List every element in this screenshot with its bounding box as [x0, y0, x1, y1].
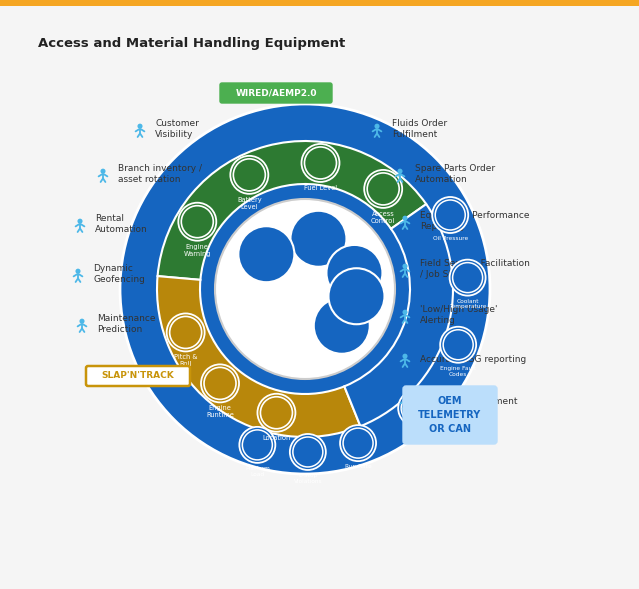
Circle shape	[328, 268, 385, 324]
Text: Customer
Visibility: Customer Visibility	[155, 119, 199, 139]
Circle shape	[240, 427, 275, 463]
Wedge shape	[344, 204, 453, 426]
Circle shape	[75, 269, 81, 274]
Text: WIRED/AEMP2.0: WIRED/AEMP2.0	[235, 88, 317, 98]
Text: SLAP'N'TRACK: SLAP'N'TRACK	[102, 372, 174, 380]
Text: Spare Parts Order
Automation: Spare Parts Order Automation	[415, 164, 495, 184]
Text: Location: Location	[262, 435, 291, 441]
Text: Engine
Runtime: Engine Runtime	[206, 405, 234, 418]
Text: Battery
Level: Battery Level	[237, 197, 261, 210]
Circle shape	[403, 396, 408, 401]
Circle shape	[450, 260, 486, 296]
Text: Dynamic
Geofencing: Dynamic Geofencing	[93, 264, 145, 284]
Text: Working
Mode: Working Mode	[404, 429, 428, 440]
Circle shape	[432, 197, 468, 233]
Text: Fuel Level: Fuel Level	[304, 185, 337, 191]
Text: Coolant
Temperature: Coolant Temperature	[449, 299, 486, 309]
Circle shape	[77, 219, 82, 224]
FancyBboxPatch shape	[86, 366, 190, 386]
Text: Access and Material Handling Equipment: Access and Material Handling Equipment	[38, 37, 345, 50]
Bar	[0, 0, 639, 6]
Text: Engine Fault
Codes: Engine Fault Codes	[440, 366, 476, 376]
Text: 'Low/High Usage'
Alerting: 'Low/High Usage' Alerting	[420, 305, 498, 325]
Circle shape	[314, 298, 370, 354]
Circle shape	[403, 353, 408, 359]
Text: Platform
Load: Platform Load	[245, 466, 270, 477]
Text: Run Rate: Run Rate	[344, 464, 371, 469]
Circle shape	[178, 203, 216, 241]
Circle shape	[120, 104, 490, 474]
Text: Engine
Warning: Engine Warning	[183, 244, 211, 257]
Circle shape	[258, 393, 295, 432]
Text: Equipment Performance
Reporting: Equipment Performance Reporting	[420, 211, 530, 231]
Circle shape	[137, 124, 142, 129]
Text: Accurate ESG reporting: Accurate ESG reporting	[420, 355, 527, 363]
Circle shape	[291, 211, 346, 267]
Text: Oil Pressure: Oil Pressure	[433, 236, 468, 241]
Circle shape	[201, 365, 239, 402]
Text: Fluids Order
Fulfilment: Fluids Order Fulfilment	[392, 119, 447, 139]
Circle shape	[327, 245, 383, 301]
Circle shape	[397, 168, 403, 174]
Circle shape	[230, 156, 268, 194]
Text: Branch inventory /
asset rotation: Branch inventory / asset rotation	[118, 164, 202, 184]
Text: Pitch &
Roll: Pitch & Roll	[174, 355, 197, 368]
FancyBboxPatch shape	[403, 386, 497, 444]
Wedge shape	[158, 141, 426, 280]
Circle shape	[403, 264, 408, 269]
Circle shape	[374, 124, 380, 129]
Text: Field Service Facilitation
/ Job Status: Field Service Facilitation / Job Status	[420, 259, 530, 279]
Circle shape	[290, 434, 326, 470]
Circle shape	[302, 144, 339, 182]
Circle shape	[403, 216, 408, 221]
Circle shape	[398, 390, 434, 426]
Text: Rental
Automation: Rental Automation	[95, 214, 148, 234]
Text: Access
Control: Access Control	[371, 211, 396, 224]
Circle shape	[364, 170, 402, 208]
Circle shape	[215, 199, 395, 379]
Text: E-Stop
Violations: E-Stop Violations	[293, 473, 322, 484]
FancyBboxPatch shape	[220, 83, 332, 103]
Circle shape	[403, 310, 408, 315]
Text: Remote Management: Remote Management	[420, 396, 518, 405]
Circle shape	[100, 168, 105, 174]
Circle shape	[79, 319, 84, 324]
Wedge shape	[157, 276, 360, 437]
Text: OEM
TELEMETRY
OR CAN: OEM TELEMETRY OR CAN	[419, 396, 482, 434]
Circle shape	[167, 313, 204, 352]
Circle shape	[340, 425, 376, 461]
Circle shape	[440, 327, 476, 363]
Text: Maintenance
Prediction: Maintenance Prediction	[97, 314, 155, 334]
Circle shape	[238, 226, 295, 282]
